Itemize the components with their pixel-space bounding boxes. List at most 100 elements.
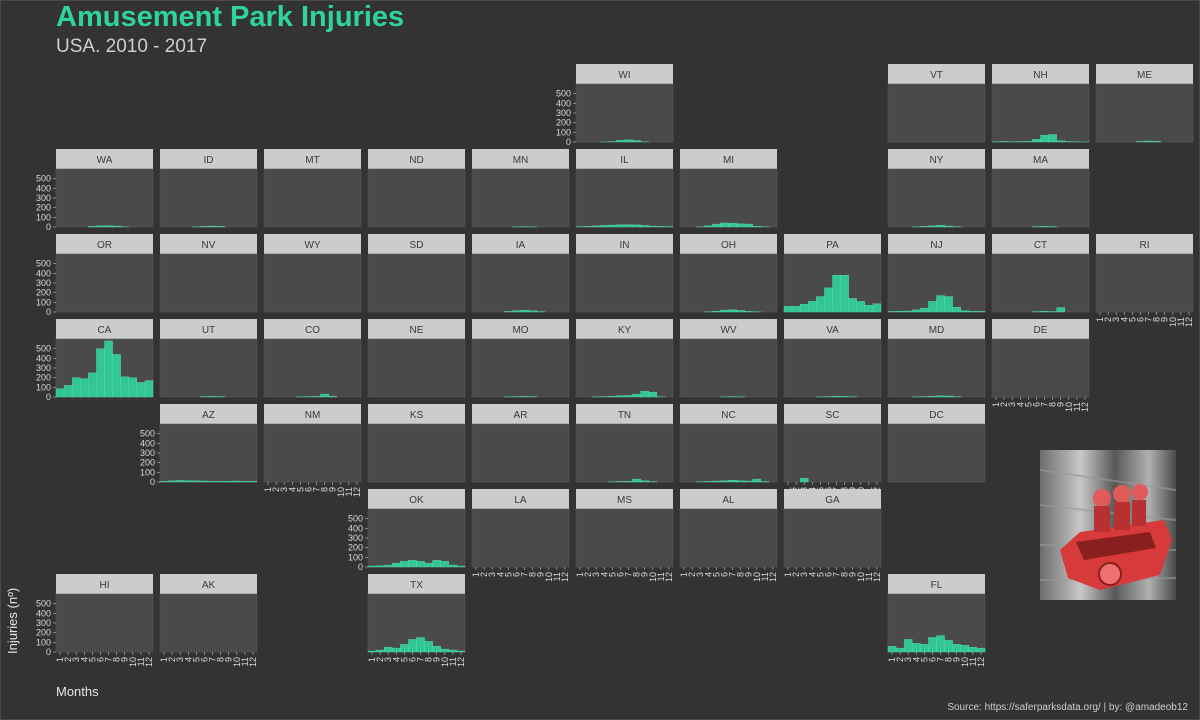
bar-md-8 bbox=[944, 395, 953, 398]
x-tick-label: 4 bbox=[287, 487, 297, 492]
x-tick-label: 7 bbox=[936, 657, 946, 662]
x-tick-label: 7 bbox=[728, 572, 738, 577]
bar-ca-3 bbox=[71, 377, 81, 398]
x-tick-label: 12 bbox=[768, 572, 778, 582]
bar-mi-7 bbox=[728, 222, 737, 228]
x-tick-label: 9 bbox=[328, 487, 338, 492]
y-tick-label: 0 bbox=[46, 647, 51, 657]
y-tick-label: 200 bbox=[36, 203, 51, 213]
x-tick-label: 1 bbox=[679, 572, 689, 577]
x-tick-label: 5 bbox=[607, 572, 617, 577]
x-tick-label: 4 bbox=[1119, 317, 1129, 322]
x-tick-label: 9 bbox=[536, 572, 546, 577]
panel-strip-ak bbox=[160, 574, 257, 594]
panel-ga bbox=[783, 508, 882, 568]
bar-fl-9 bbox=[952, 644, 961, 653]
panel-strip-fl bbox=[888, 574, 985, 594]
bar-tn-9 bbox=[640, 480, 649, 483]
panel-strip-oh bbox=[680, 234, 777, 254]
x-tick-label: 9 bbox=[640, 572, 650, 577]
bar-nj-4 bbox=[912, 309, 921, 313]
y-tick-label: 0 bbox=[46, 222, 51, 232]
x-tick-label: 12 bbox=[664, 572, 674, 582]
panel-id bbox=[159, 168, 258, 228]
x-tick-label: 3 bbox=[175, 657, 185, 662]
panel-label-il: IL bbox=[620, 155, 629, 166]
bar-tx-3 bbox=[383, 646, 393, 653]
x-tick-label: 1 bbox=[575, 572, 585, 577]
bar-az-5 bbox=[192, 480, 201, 483]
panel-label-wy: WY bbox=[304, 240, 320, 251]
panel-in bbox=[575, 253, 674, 313]
panel-label-ky: KY bbox=[618, 325, 632, 336]
panel-strip-ri bbox=[1096, 234, 1193, 254]
x-tick-label: 1 bbox=[471, 572, 481, 577]
panel-label-la: LA bbox=[514, 495, 527, 506]
bar-ok-6 bbox=[408, 560, 417, 568]
panel-label-ms: MS bbox=[617, 495, 632, 506]
roller-coaster-photo bbox=[1040, 450, 1176, 600]
bar-ok-3 bbox=[383, 564, 393, 568]
bar-fl-4 bbox=[912, 643, 921, 653]
y-tick-label: 100 bbox=[556, 127, 571, 137]
bar-mi-5 bbox=[712, 223, 721, 228]
bar-tx-7 bbox=[416, 637, 425, 653]
bar-ct-7 bbox=[1040, 311, 1049, 313]
x-tick-label: 8 bbox=[528, 572, 538, 577]
bar-fl-1 bbox=[887, 646, 897, 653]
x-tick-label: 7 bbox=[832, 572, 842, 577]
bar-nc-4 bbox=[704, 481, 713, 483]
panel-strip-hi bbox=[56, 574, 153, 594]
panel-strip-md bbox=[888, 319, 985, 339]
x-tick-label: 12 bbox=[1184, 317, 1194, 327]
panel-nd bbox=[367, 168, 466, 228]
y-tick-label: 300 bbox=[140, 448, 155, 458]
x-tick-label: 9 bbox=[1056, 402, 1066, 407]
panel-strip-ks bbox=[368, 404, 465, 424]
bar-az-7 bbox=[208, 481, 217, 483]
panel-nv bbox=[159, 253, 258, 313]
panel-strip-ne bbox=[368, 319, 465, 339]
y-tick-label: 0 bbox=[46, 307, 51, 317]
x-tick-label: 12 bbox=[248, 657, 258, 667]
x-tick-label: 3 bbox=[487, 572, 497, 577]
panel-label-ok: OK bbox=[409, 495, 424, 506]
panel-label-wv: WV bbox=[720, 325, 736, 336]
x-tick-label: 5 bbox=[1127, 317, 1137, 322]
panel-az bbox=[159, 423, 258, 483]
bar-ny-5 bbox=[920, 226, 929, 228]
bar-ut-7 bbox=[208, 396, 217, 398]
panel-wv bbox=[679, 338, 778, 398]
bar-tx-12 bbox=[456, 650, 466, 653]
bar-nh-5 bbox=[1024, 141, 1033, 143]
bar-md-7 bbox=[936, 395, 945, 398]
y-tick-label: 100 bbox=[36, 382, 51, 392]
x-tick-label: 4 bbox=[391, 657, 401, 662]
x-tick-label: 10 bbox=[856, 572, 866, 582]
x-tick-label: 6 bbox=[199, 657, 209, 662]
bar-ky-6 bbox=[616, 395, 625, 398]
bar-ok-1 bbox=[367, 565, 377, 568]
x-tick-label: 9 bbox=[120, 657, 130, 662]
x-tick-label: 7 bbox=[416, 657, 426, 662]
x-tick-label: 2 bbox=[375, 657, 385, 662]
x-tick-label: 4 bbox=[807, 572, 817, 577]
x-tick-label: 9 bbox=[224, 657, 234, 662]
bar-wa-8 bbox=[112, 225, 121, 228]
panel-label-oh: OH bbox=[721, 240, 736, 251]
x-tick-label: 4 bbox=[703, 572, 713, 577]
bar-pa-9 bbox=[848, 298, 857, 313]
bar-ok-12 bbox=[456, 565, 466, 568]
x-tick-label: 6 bbox=[95, 657, 105, 662]
x-tick-label: 5 bbox=[503, 572, 513, 577]
x-tick-label: 12 bbox=[352, 487, 362, 497]
panel-label-mt: MT bbox=[305, 155, 319, 166]
x-tick-label: 1 bbox=[263, 487, 273, 492]
x-tick-label: 12 bbox=[144, 657, 154, 667]
bar-oh-9 bbox=[744, 311, 753, 313]
panel-label-co: CO bbox=[305, 325, 320, 336]
panel-label-sd: SD bbox=[410, 240, 424, 251]
panel-label-nj: NJ bbox=[930, 240, 942, 251]
bar-ny-6 bbox=[928, 225, 937, 228]
y-tick-label: 500 bbox=[36, 344, 51, 354]
